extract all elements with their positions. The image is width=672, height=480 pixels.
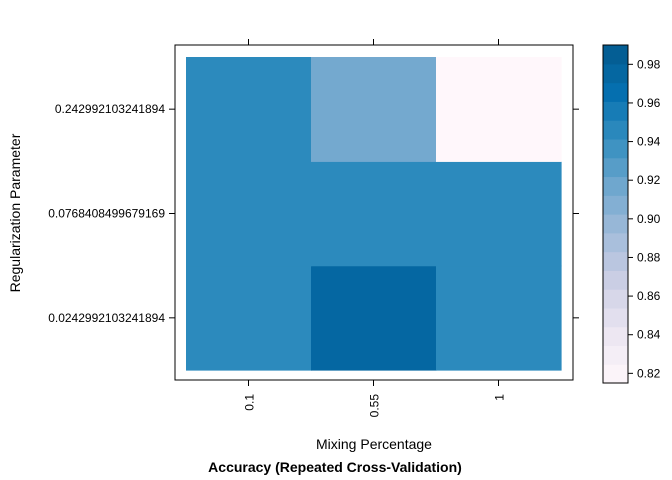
y-axis-label: Regularization Parameter (7, 133, 23, 292)
colorbar-tick-label: 0.92 (637, 173, 661, 187)
heatmap-cell (436, 265, 562, 371)
colorbar-segment (603, 176, 628, 196)
colorbar-tick-label: 0.90 (637, 212, 661, 226)
heatmap-cell (186, 161, 312, 267)
colorbar-segment (603, 251, 628, 271)
heatmap-cell (311, 57, 437, 162)
colorbar-tick-label: 0.98 (637, 57, 661, 71)
colorbar-tick-label: 0.84 (637, 328, 661, 342)
colorbar-segment (603, 63, 628, 84)
colorbar-segment (603, 157, 628, 178)
colorbar-border (602, 44, 629, 384)
x-tick-label: 0.55 (368, 394, 382, 418)
heatmap-cells (186, 57, 562, 371)
colorbar-tick-label: 0.86 (637, 289, 661, 303)
heatmap-cell (186, 57, 312, 162)
colorbar-segment (603, 120, 628, 140)
colorbar-segment (603, 214, 628, 234)
colorbar-segment (603, 45, 628, 65)
heatmap-cell (311, 161, 437, 267)
colorbar-segment (603, 364, 628, 384)
heatmap-cell (311, 265, 437, 371)
colorbar-segment (603, 326, 628, 347)
colorbar-tick-label: 0.82 (637, 366, 661, 380)
x-tick-label: 1 (493, 394, 507, 401)
colorbar-segment (603, 101, 628, 121)
colorbar-segment (603, 307, 628, 328)
axes: 0.1 0.55 1 0.0242992103241894 0.076840849967… (48, 39, 579, 417)
y-tick-label: 0.0768408499679169 (48, 207, 165, 221)
x-tick-label: 0.1 (243, 394, 257, 411)
chart-title: Accuracy (Repeated Cross-Validation) (208, 459, 462, 475)
colorbar-tick-label: 0.88 (637, 250, 661, 264)
colorbar-tick-label: 0.96 (637, 96, 661, 110)
colorbar-segment (603, 232, 628, 253)
colorbar-segment (603, 195, 628, 215)
colorbar-segment (603, 289, 628, 309)
heatmap-cell (436, 57, 562, 162)
colorbar: 0.82 0.84 0.86 0.88 0.90 0.92 0.94 0.96 0.98 (602, 44, 661, 384)
colorbar-segment (603, 270, 628, 290)
y-tick-label: 0.0242992103241894 (48, 311, 165, 325)
y-tick-label: 0.242992103241894 (55, 102, 165, 116)
colorbar-segment (603, 345, 628, 365)
heatmap-cell (186, 265, 312, 371)
x-axis-label: Mixing Percentage (316, 436, 432, 452)
colorbar-segment (603, 82, 628, 102)
colorbar-tick-label: 0.94 (637, 135, 661, 149)
colorbar-segment (603, 138, 628, 159)
heatmap-cell (436, 161, 562, 267)
